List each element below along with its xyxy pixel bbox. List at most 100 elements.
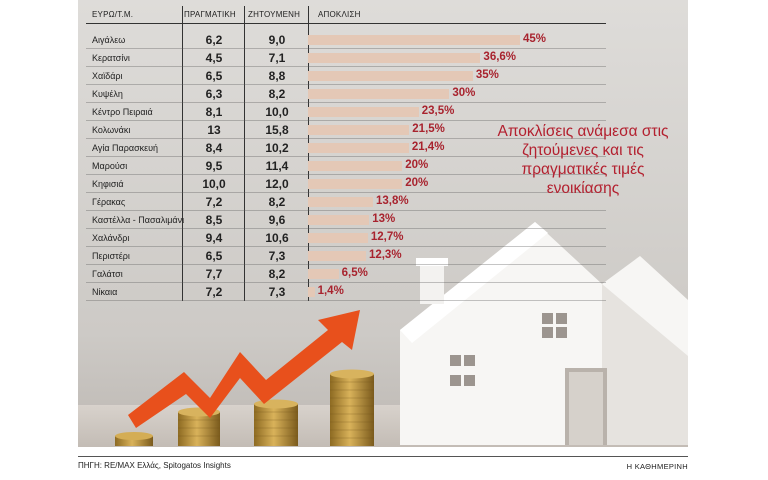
table-row: Γαλάτσι 7,7 8,2 6,5% [86, 265, 606, 283]
column-divider [244, 6, 245, 301]
deviation-bar [308, 161, 403, 171]
deviation-label: 21,5% [412, 123, 445, 135]
deviation-label: 13,8% [376, 195, 409, 207]
deviation-bar [308, 197, 373, 207]
chart-annotation: Αποκλίσεις ανάμεσα στις ζητούμενες και τ… [497, 123, 669, 197]
deviation-bar [308, 215, 370, 225]
asking-price: 9,6 [268, 213, 286, 227]
table-row: Χαϊδάρι 6,5 8,8 35% [86, 67, 606, 85]
area-label: Αιγάλεω [92, 35, 126, 45]
deviation-bar [308, 53, 481, 63]
actual-price: 6,2 [205, 33, 223, 47]
area-label: Κυψέλη [92, 89, 123, 99]
deviation-label: 12,7% [370, 231, 404, 243]
table-row: Χαλάνδρι 9,4 10,6 12,7% [86, 229, 606, 247]
asking-price: 10,6 [265, 231, 289, 245]
asking-price: 8,2 [268, 87, 286, 101]
deviation-bar [308, 89, 450, 99]
actual-price: 9,4 [205, 231, 223, 245]
actual-price: 7,2 [205, 285, 223, 299]
asking-price: 10,0 [265, 105, 289, 119]
row-separator [86, 246, 606, 247]
deviation-bar [308, 233, 368, 243]
row-separator [86, 174, 606, 175]
deviation-bar [308, 287, 315, 297]
actual-price: 6,5 [205, 249, 223, 263]
row-separator [86, 228, 606, 229]
table-row: Περιστέρι 6,5 7,3 12,3% [86, 247, 606, 265]
deviation-bar [308, 107, 419, 117]
area-label: Κολωνάκι [92, 125, 131, 135]
deviation-bar [308, 179, 403, 189]
actual-price: 6,5 [205, 69, 223, 83]
area-label: Κέντρο Πειραιά [92, 107, 153, 117]
table-row: Γέρακας 7,2 8,2 13,8% [86, 193, 606, 211]
row-separator [86, 282, 606, 283]
table-row: Αιγάλεω 6,2 9,0 45% [86, 31, 606, 49]
deviation-label: 23,5% [421, 105, 455, 117]
deviation-label: 21,4% [411, 141, 445, 153]
deviation-label: 13% [372, 213, 396, 225]
deviation-label: 35% [475, 69, 499, 81]
deviation-label: 30% [452, 87, 476, 99]
deviation-bar [308, 269, 339, 279]
row-separator [86, 264, 606, 265]
area-label: Γέρακας [92, 197, 126, 207]
row-separator [86, 138, 606, 139]
row-separator [86, 156, 606, 157]
coin-stacks [115, 369, 374, 446]
asking-price: 8,8 [268, 69, 286, 83]
table-row: Νίκαια 7,2 7,3 1,4% [86, 283, 606, 301]
column-divider [308, 6, 309, 301]
header-deviation: ΑΠΟΚΛΙΣΗ [318, 10, 361, 19]
header-divider [86, 23, 606, 24]
row-separator [86, 300, 606, 301]
row-separator [86, 84, 606, 85]
deviation-label: 45% [523, 33, 547, 45]
deviation-label: 12,3% [368, 249, 402, 261]
header-actual: ΠΡΑΓΜΑΤΙΚΗ [184, 10, 236, 19]
actual-price: 8,5 [205, 213, 223, 227]
asking-price: 7,3 [268, 249, 286, 263]
deviation-bar [308, 251, 366, 261]
area-label: Χαϊδάρι [92, 71, 123, 81]
table-row: Κέντρο Πειραιά 8,1 10,0 23,5% [86, 103, 606, 121]
actual-price: 10,0 [202, 177, 226, 191]
row-separator [86, 120, 606, 121]
row-separator [86, 48, 606, 49]
footer-divider [78, 456, 688, 457]
deviation-label: 6,5% [341, 267, 368, 279]
deviation-bar [308, 143, 409, 153]
area-label: Γαλάτσι [92, 269, 123, 279]
actual-price: 7,7 [205, 267, 223, 281]
area-label: Αγία Παρασκευή [92, 143, 159, 153]
asking-price: 10,2 [265, 141, 289, 155]
header-asking: ΖΗΤΟΥΜΕΝΗ [248, 10, 301, 19]
actual-price: 9,5 [205, 159, 223, 173]
table-row: Κολωνάκι 13 15,8 21,5% [86, 121, 606, 139]
deviation-label: 1,4% [317, 285, 344, 297]
deviation-bar [308, 71, 473, 81]
table-row: Καστέλλα - Πασαλιμάνι 8,5 9,6 13% [86, 211, 606, 229]
area-label: Καστέλλα - Πασαλιμάνι [92, 215, 185, 225]
asking-price: 8,2 [268, 267, 286, 281]
rising-arrow [128, 310, 360, 428]
actual-price: 13 [207, 123, 221, 137]
actual-price: 4,5 [205, 51, 223, 65]
table-row: Κερατσίνι 4,5 7,1 36,6% [86, 49, 606, 67]
row-separator [86, 66, 606, 67]
area-label: Κερατσίνι [92, 53, 130, 63]
area-label: Νίκαια [92, 287, 118, 297]
asking-price: 11,4 [265, 159, 289, 173]
asking-price: 15,8 [265, 123, 289, 137]
actual-price: 7,2 [205, 195, 223, 209]
deviation-bar [308, 35, 520, 45]
asking-price: 7,3 [268, 285, 286, 299]
asking-price: 7,1 [268, 51, 286, 65]
deviation-label: 20% [405, 177, 429, 189]
asking-price: 9,0 [268, 33, 286, 47]
source-note: ΠΗΓΗ: RE/MAX Ελλάς, Spitogatos Insights [78, 461, 231, 470]
area-label: Χαλάνδρι [92, 233, 130, 243]
row-separator [86, 192, 606, 193]
actual-price: 8,1 [205, 105, 223, 119]
